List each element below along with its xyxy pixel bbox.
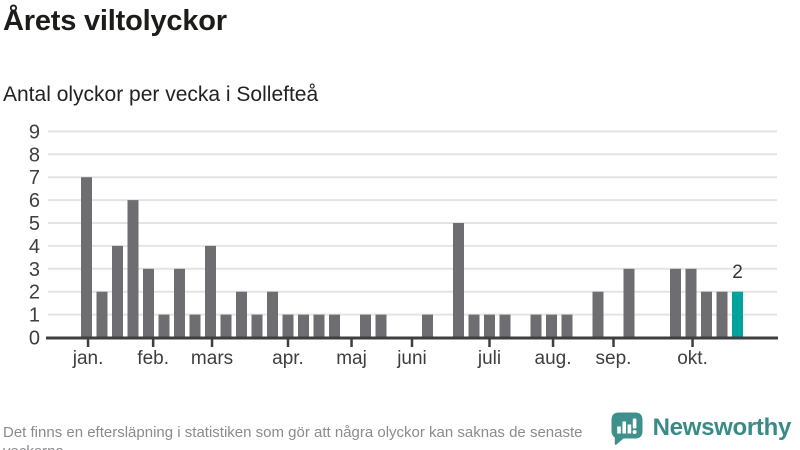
- gridlines-group: [48, 130, 777, 316]
- bar-week-20: [375, 314, 387, 338]
- bar-week-4: [127, 200, 139, 338]
- y-axis-label: 4: [29, 236, 40, 258]
- month-label: sep.: [596, 348, 632, 369]
- month-label: maj: [336, 348, 367, 369]
- bar-week-39: [670, 268, 681, 338]
- bar-week-26: [468, 314, 480, 338]
- bar-week-10: [220, 314, 232, 338]
- bar-week-19: [360, 314, 371, 338]
- bar-week-40: [685, 268, 697, 338]
- bar-week-31: [546, 314, 557, 338]
- y-axis-label: 6: [29, 190, 40, 212]
- bar-week-11: [236, 291, 247, 338]
- bar-week-2: [96, 291, 108, 338]
- bar-week-42: [716, 291, 728, 338]
- bar-week-1: [81, 177, 92, 338]
- month-label: juli: [477, 348, 501, 369]
- axes-group: [46, 336, 778, 347]
- bar-week-7: [174, 268, 185, 338]
- page-title: Årets viltolyckor: [3, 5, 227, 37]
- y-axis-label: 3: [29, 259, 40, 281]
- bar-week-17: [329, 314, 340, 338]
- bar-week-28: [499, 314, 511, 338]
- y-axis-label: 5: [29, 213, 40, 235]
- bar-week-12: [251, 314, 263, 338]
- bar-week-25: [453, 223, 464, 338]
- bar-week-9: [205, 245, 216, 338]
- bar-week-32: [561, 314, 573, 338]
- bar-week-15: [298, 314, 309, 338]
- month-label: feb.: [137, 348, 169, 369]
- month-label: okt.: [677, 348, 708, 369]
- bar-week-14: [282, 314, 294, 338]
- bar-week-36: [623, 268, 635, 338]
- bar-week-3: [112, 245, 123, 338]
- newsworthy-logo: Newsworthy: [609, 410, 791, 446]
- y-axis-label: 1: [29, 305, 40, 327]
- bar-week-41: [701, 291, 712, 338]
- bar-week-6: [158, 314, 170, 338]
- bar-week-23: [422, 314, 433, 338]
- disclaimer-text: Det finns en eftersläpning i statistiken…: [3, 424, 583, 450]
- highlight-bar-week-43: [732, 291, 743, 338]
- bar-week-30: [530, 314, 542, 338]
- speech-bubble-bar-chart-icon: [611, 412, 643, 445]
- bars-group: [81, 177, 743, 338]
- y-axis-label: 9: [29, 121, 40, 143]
- bar-week-27: [484, 314, 495, 338]
- y-axis-label: 7: [29, 167, 40, 189]
- bar-value-label: 2: [732, 262, 743, 283]
- month-label: juni: [396, 348, 427, 369]
- bar-week-13: [267, 291, 278, 338]
- y-axis-label: 2: [29, 282, 40, 304]
- bar-week-34: [592, 291, 604, 338]
- month-label: apr.: [272, 348, 304, 369]
- bar-week-8: [189, 314, 201, 338]
- chart-subtitle: Antal olyckor per vecka i Sollefteå: [3, 83, 319, 106]
- y-axis-label: 0: [29, 328, 40, 350]
- y-axis-label: 8: [29, 144, 40, 166]
- month-label: mars: [191, 348, 233, 369]
- brand-name: Newsworthy: [652, 414, 792, 441]
- bar-week-5: [143, 268, 154, 338]
- month-label: jan.: [72, 348, 104, 369]
- month-label: aug.: [535, 348, 572, 369]
- bar-week-16: [313, 314, 325, 338]
